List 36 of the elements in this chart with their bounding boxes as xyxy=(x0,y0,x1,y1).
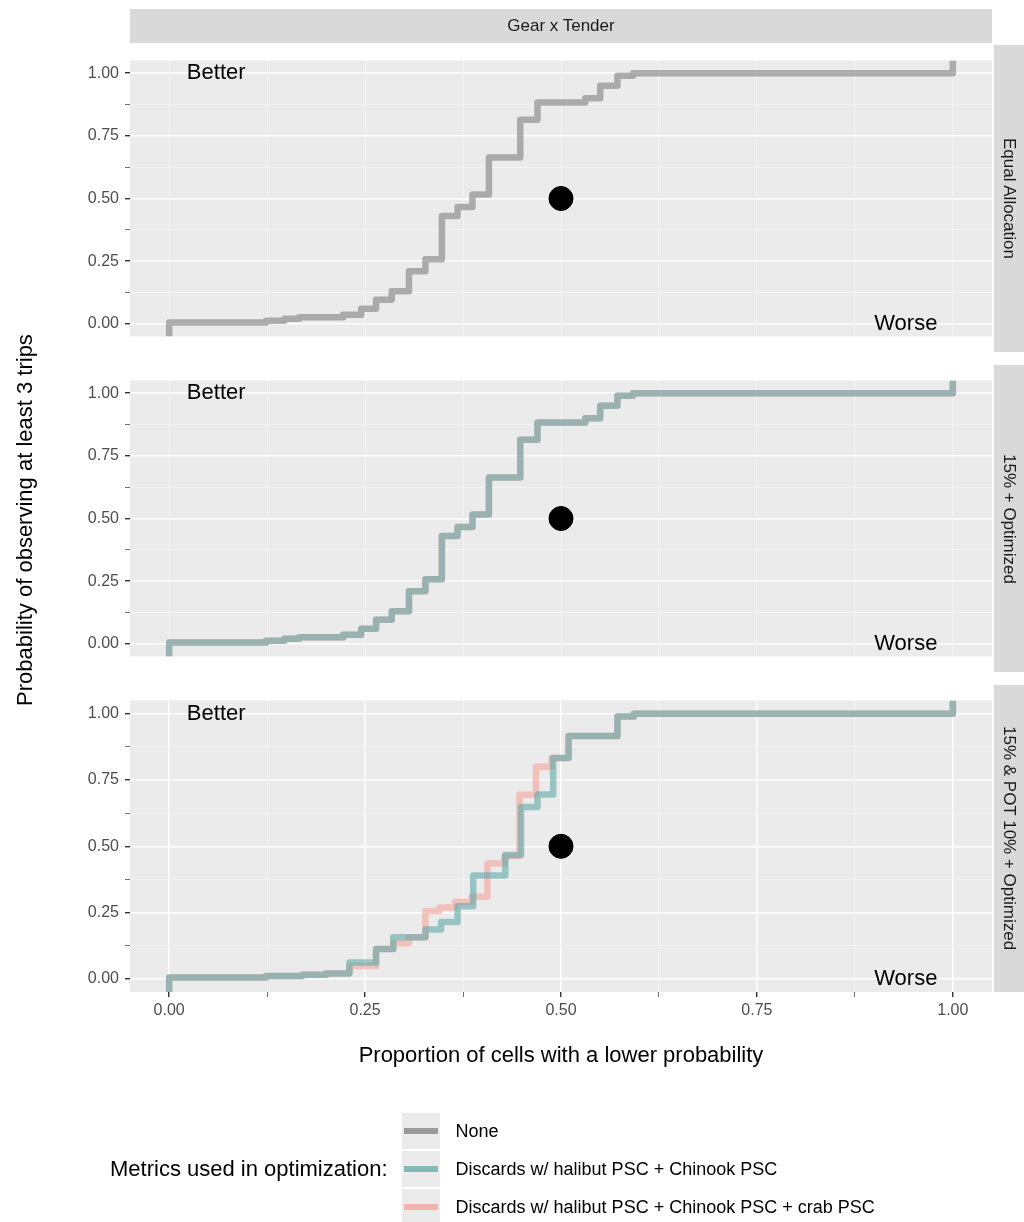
y-axis-title: Probability of observing at least 3 trips xyxy=(12,334,38,706)
x-axis-title: Proportion of cells with a lower probability xyxy=(358,1042,764,1068)
y-tick-label: 0.75 xyxy=(87,770,120,788)
y-tick-label: 0.50 xyxy=(87,188,120,206)
y-tick-label: 0.00 xyxy=(87,634,120,652)
y-tick-label: 0.75 xyxy=(87,126,120,144)
x-tick-label: 0.00 xyxy=(153,1001,185,1019)
annotation: Better xyxy=(186,379,246,405)
x-tick-label: 0.50 xyxy=(545,1001,577,1019)
annotation: Worse xyxy=(874,964,938,990)
x-tick-label: 1.00 xyxy=(937,1001,969,1019)
y-tick-label: 0.50 xyxy=(87,836,120,854)
y-tick-label: 0.00 xyxy=(87,314,120,332)
chart-title: Gear x Tender xyxy=(130,9,992,43)
y-tick-label: 0.50 xyxy=(87,508,120,526)
x-tick-label: 0.75 xyxy=(741,1001,773,1019)
annotation: Worse xyxy=(874,629,938,655)
legend-title: Metrics used in optimization: xyxy=(110,1156,388,1182)
annotation: Better xyxy=(186,59,246,85)
y-tick-label: 0.25 xyxy=(87,251,120,269)
annotation: Worse xyxy=(874,309,938,335)
y2-axis-title: 15% & POT 10% + Optimized xyxy=(999,726,1019,951)
x-tick-label: 0.25 xyxy=(349,1001,381,1019)
y-tick-label: 0.25 xyxy=(87,902,120,920)
y-tick-label: 1.00 xyxy=(87,704,120,722)
y-tick-label: 0.00 xyxy=(87,969,120,987)
y-tick-label: 1.00 xyxy=(87,63,120,81)
legend-label: Discards w/ halibut PSC + Chinook PSC + crab PSC xyxy=(455,1196,875,1218)
y2-axis-title: Equal Allocation xyxy=(999,138,1019,259)
y2-axis-title: 15% + Optimized xyxy=(999,453,1019,584)
y-tick-label: 1.00 xyxy=(87,383,120,401)
y-tick-label: 0.75 xyxy=(87,446,120,464)
text: None xyxy=(455,1120,499,1141)
annotation: Better xyxy=(186,699,246,725)
y-tick-label: 0.25 xyxy=(87,571,120,589)
legend-label: Discards w/ halibut PSC + Chinook PSC xyxy=(455,1158,778,1180)
